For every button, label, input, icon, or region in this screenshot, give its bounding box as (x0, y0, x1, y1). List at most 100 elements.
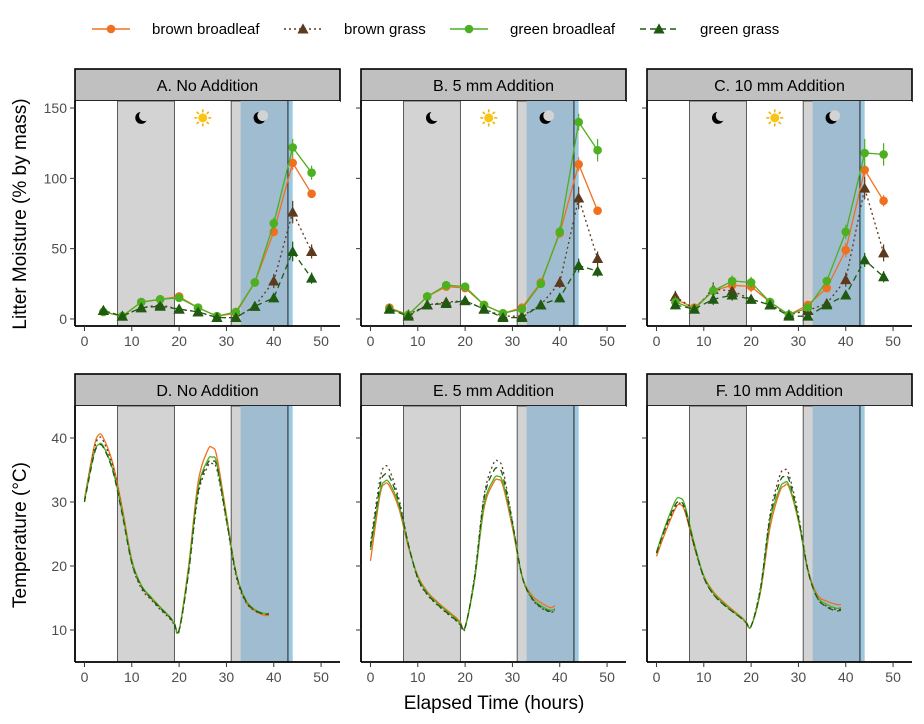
legend-marker (297, 23, 309, 34)
data-point (192, 306, 204, 317)
x-tick-label: 50 (599, 669, 615, 685)
data-point (574, 117, 583, 127)
x-tick-label: 30 (505, 669, 521, 685)
sun-ray (768, 121, 772, 125)
x-tick-label: 50 (885, 669, 901, 685)
series-green-grass (655, 474, 842, 629)
data-point (497, 311, 509, 323)
night-bands (403, 406, 579, 662)
series-green-broadleaf (655, 480, 842, 629)
data-point (803, 303, 813, 313)
data-point (592, 252, 604, 263)
data-point (573, 192, 585, 203)
x-tick-label: 50 (313, 669, 329, 685)
x-tick-label: 40 (552, 669, 568, 685)
night-band (689, 406, 747, 662)
data-point (441, 280, 451, 290)
data-point (287, 206, 299, 217)
data-point (516, 311, 528, 323)
panel-title: F. 10 mm Addition (716, 383, 843, 400)
sun-ray (492, 121, 496, 125)
night-bands (117, 101, 293, 326)
sun-ray (196, 121, 200, 125)
sun-ray (778, 121, 782, 125)
data-point (802, 310, 814, 321)
data-point (707, 293, 719, 304)
x-tick-label: 40 (838, 333, 854, 349)
x-tick-label: 0 (367, 669, 375, 685)
panel-d: D. No Addition 0 10 20 30 40 50 10 20 30 40 (51, 373, 341, 685)
series-group (383, 113, 604, 323)
y-axis-label-moisture: Litter Moisture (% by mass) (10, 98, 31, 329)
x-tick-label: 20 (743, 333, 759, 349)
panel-title: A. No Addition (157, 78, 258, 95)
series-green-broadleaf (83, 442, 270, 634)
legend-item-brown-broadleaf: brown broadleaf (92, 21, 260, 38)
wetting-band (240, 101, 288, 326)
panel-strip (74, 68, 341, 102)
moon-icon-shadow (139, 110, 150, 122)
plot-background (647, 406, 912, 662)
data-point (306, 245, 318, 256)
wetting-band (526, 101, 574, 326)
data-point (859, 254, 871, 265)
data-point (459, 295, 471, 306)
plot-background (361, 406, 626, 662)
wetting-band (240, 406, 288, 662)
moon-icon-shadow (715, 110, 727, 122)
night-bands (403, 101, 579, 326)
panel-title: C. 10 mm Addition (714, 78, 845, 95)
x-tick-label: 30 (505, 333, 521, 349)
x-tick-label: 30 (791, 333, 807, 349)
x-tick-label: 20 (171, 669, 187, 685)
x-tick-label: 10 (696, 333, 712, 349)
series-group (669, 138, 890, 321)
y-tick-label: 100 (44, 170, 68, 186)
moon-icon-shadow (257, 110, 269, 122)
sun-icon-body (770, 113, 780, 123)
wetting-band (812, 406, 860, 662)
series-green-grass (383, 258, 604, 323)
data-point (593, 206, 602, 215)
panel-title: E. 5 mm Addition (433, 383, 554, 400)
wetting-edge (859, 101, 865, 326)
sun-ray (196, 111, 200, 115)
plot-background (75, 406, 340, 662)
x-tick-label: 0 (653, 669, 661, 685)
legend: brown broadleaf brown grass green broadlea… (92, 21, 779, 38)
legend-label: brown broadleaf (152, 21, 260, 38)
sun-icon (480, 109, 498, 127)
data-point (878, 247, 890, 258)
data-point (573, 259, 585, 271)
x-tick-label: 40 (552, 333, 568, 349)
data-point (592, 265, 604, 276)
legend-label: green broadleaf (510, 21, 616, 38)
sun-icon (194, 109, 212, 127)
axes: 0 10 20 30 40 50 10 20 30 40 (51, 406, 340, 685)
y-tick-label: 150 (44, 100, 68, 116)
x-tick-label: 0 (81, 333, 89, 349)
night-band (117, 101, 175, 326)
wetting-edge (573, 406, 579, 662)
data-point (860, 165, 869, 175)
axes: 0 10 20 30 40 50 (356, 101, 626, 349)
data-point (840, 273, 852, 285)
sun-icon (766, 109, 784, 127)
x-tick-label: 40 (266, 333, 282, 349)
legend-item-green-grass: green grass (640, 21, 779, 38)
plot-background (75, 101, 340, 326)
plot-background (361, 101, 626, 326)
x-tick-label: 50 (885, 333, 901, 349)
data-point (859, 182, 871, 193)
moon-icon-shadow (429, 110, 441, 122)
x-tick-label: 20 (743, 669, 759, 685)
legend-label: green grass (700, 21, 779, 38)
data-point (536, 279, 546, 289)
legend-label: brown grass (344, 21, 426, 38)
data-point (422, 292, 432, 301)
sun-ray (778, 111, 782, 115)
sun-icon-body (198, 113, 208, 123)
data-point (268, 275, 280, 286)
legend-marker (464, 24, 474, 34)
